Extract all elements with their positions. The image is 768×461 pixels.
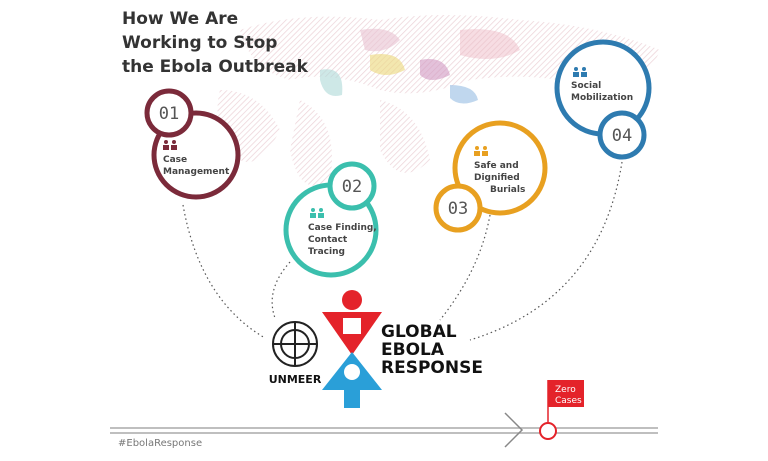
title: the Ebola Outbreak [122, 57, 309, 77]
node-label: Case [163, 155, 187, 165]
un-emblem [272, 321, 318, 367]
node-2 [283, 161, 379, 278]
node-label: Tracing [308, 247, 345, 257]
node-number: 01 [159, 104, 179, 124]
node-label: Safe and [474, 161, 519, 171]
node-label: Contact [308, 235, 348, 245]
node-number: 03 [448, 199, 468, 219]
node-3 [433, 120, 548, 233]
node-1 [144, 88, 241, 200]
node-label: Mobilization [571, 93, 633, 103]
people-icons [163, 67, 587, 218]
response-label: RESPONSE [381, 358, 483, 378]
response-logo [322, 290, 382, 408]
connectors [182, 161, 623, 341]
node-label: Burials [490, 185, 525, 195]
title: Working to Stop [122, 33, 277, 53]
node-label: Case Finding, [308, 223, 377, 233]
node-label: Dignified [474, 173, 520, 183]
goal-label: Zero [555, 385, 576, 395]
un-label: UNMEER [269, 373, 322, 386]
node-label: Management [163, 167, 230, 177]
node-number: 02 [342, 177, 362, 197]
world-map [217, 15, 660, 186]
node-4 [554, 39, 652, 160]
goal-label: Cases [555, 396, 582, 406]
timeline [110, 380, 658, 448]
node-label: Social [571, 81, 601, 91]
node-number: 04 [612, 126, 632, 146]
title: How We Are [122, 9, 238, 29]
hashtag: #EbolaResponse [118, 438, 202, 449]
response-label: GLOBAL [381, 322, 457, 342]
response-label: EBOLA [381, 340, 445, 360]
